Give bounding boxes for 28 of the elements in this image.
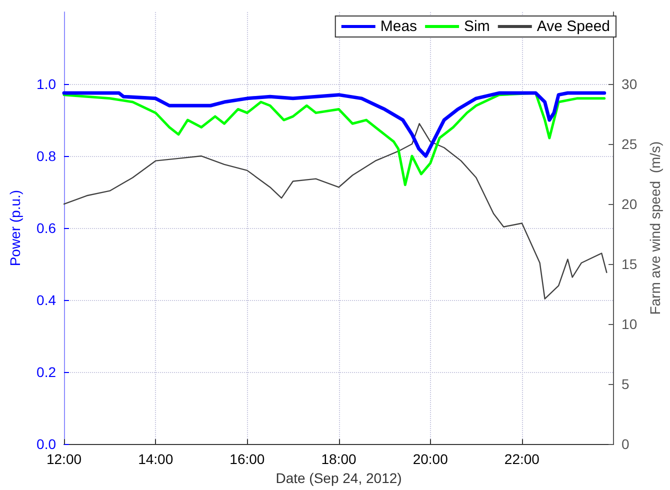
x-tick-label: 18:00 xyxy=(321,451,356,468)
x-axis-title: Date (Sep 24, 2012) xyxy=(276,470,402,486)
y2-tick-label: 5 xyxy=(622,376,630,392)
y-tick-label: 0.0 xyxy=(36,436,56,452)
y-tick-label: 1.0 xyxy=(36,76,56,92)
y-tick-label: 0.2 xyxy=(36,364,56,380)
legend-label: Sim xyxy=(464,18,490,35)
legend-label: Meas xyxy=(380,18,418,35)
y-tick-label: 0.4 xyxy=(36,292,56,308)
y-tick-label: 0.6 xyxy=(36,220,56,236)
y2-tick-label: 15 xyxy=(622,256,638,272)
line-series xyxy=(62,91,606,158)
y2-tick-label: 25 xyxy=(622,136,638,152)
y2-tick-label: 0 xyxy=(622,436,630,452)
y-axis-title: Power (p.u.) xyxy=(7,190,23,266)
line-series xyxy=(62,92,606,186)
y2-tick-label: 20 xyxy=(622,196,638,212)
x-tick-label: 16:00 xyxy=(230,451,265,468)
y-tick-label: 0.8 xyxy=(36,148,56,164)
line-series xyxy=(63,123,608,300)
x-tick-label: 12:00 xyxy=(46,451,82,468)
x-tick-label: 14:00 xyxy=(138,451,174,468)
x-tick-label: 20:00 xyxy=(412,451,448,468)
x-tick-label: 22:00 xyxy=(504,451,540,468)
y2-tick-label: 30 xyxy=(622,76,638,92)
y2-axis-title: Farm ave wind speed (m/s) xyxy=(647,141,663,315)
y2-tick-label: 10 xyxy=(622,316,638,332)
legend-label: Ave Speed xyxy=(536,18,610,35)
